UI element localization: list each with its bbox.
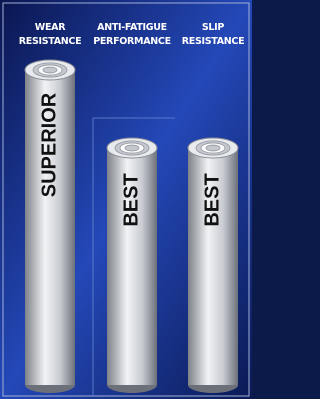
- rating-label: BEST: [120, 173, 142, 226]
- column-header: WEAR: [35, 22, 66, 33]
- column-header: RESISTANCE: [19, 36, 82, 47]
- cylinder-ring: [125, 145, 139, 151]
- rating-label: SUPERIOR: [38, 92, 60, 197]
- infographic: WEAR RESISTANCE ANTI-FATIGUE PERFORMANCE SLI…: [0, 0, 252, 399]
- rating-label: BEST: [201, 173, 223, 226]
- column-header: SLIP: [202, 22, 225, 33]
- column-header: ANTI-FATIGUE: [97, 22, 167, 33]
- column-header: RESISTANCE: [182, 36, 245, 47]
- column-header: PERFORMANCE: [93, 36, 171, 47]
- cylinder-ring: [43, 67, 57, 73]
- cylinder-ring: [206, 145, 220, 151]
